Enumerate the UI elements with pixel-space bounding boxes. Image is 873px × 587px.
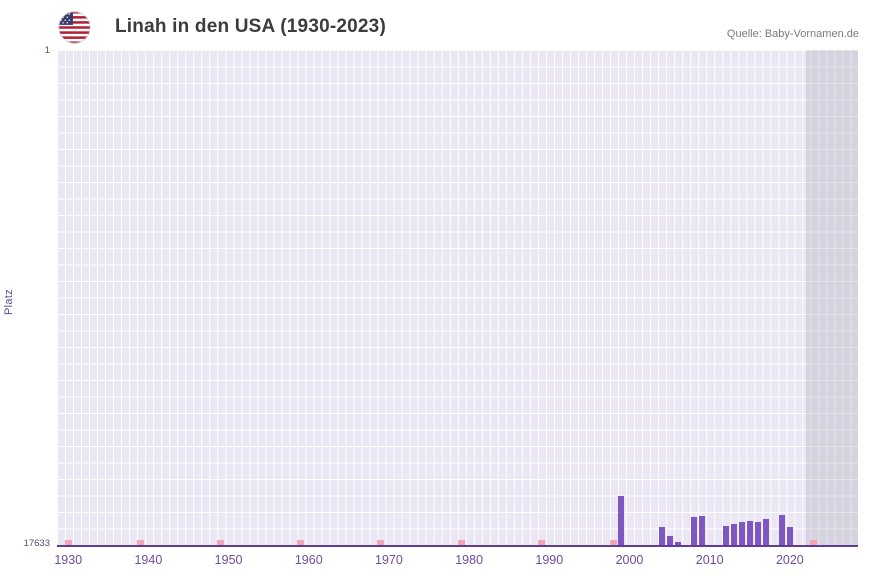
x-tick-label-1940: 1940 [134, 553, 163, 567]
bar-2015 [746, 521, 753, 545]
rare-marker-1979 [457, 540, 465, 545]
y-axis-title: Platz [2, 289, 15, 315]
rare-marker-1939 [136, 540, 144, 545]
bar-2016 [754, 522, 761, 545]
us-flag-icon [58, 11, 91, 44]
bar-2019 [778, 514, 785, 545]
x-tick-label-1970: 1970 [375, 553, 403, 567]
rare-marker-1969 [377, 540, 385, 545]
plot-area [57, 50, 858, 547]
bar-2017 [762, 518, 769, 545]
bar-2004 [658, 527, 665, 545]
x-tick-label-2020: 2020 [775, 553, 804, 567]
y-axis-top-label: 1 [44, 45, 50, 56]
rare-marker-1989 [537, 540, 545, 545]
rare-marker-2023 [810, 540, 818, 545]
rare-marker-1949 [217, 540, 225, 545]
x-tick-label-2010: 2010 [695, 553, 724, 567]
x-tick-label-1950: 1950 [214, 553, 243, 567]
chart-title: Linah in den USA (1930-2023) [115, 16, 386, 37]
chart-header: Linah in den USA (1930-2023) [58, 8, 386, 46]
bar-2009 [698, 516, 705, 545]
rare-marker-1930 [64, 540, 72, 545]
bar-2020 [786, 527, 793, 545]
x-tick-label-1930: 1930 [54, 553, 83, 567]
x-axis-labels: 1930 1940 1950 1960 1970 1980 1990 2000 2010 2020 [54, 553, 858, 573]
bar-2013 [730, 524, 737, 545]
bar-2014 [738, 521, 745, 545]
y-axis-bottom-label: 17633 [23, 538, 50, 549]
bar-2005 [666, 535, 673, 545]
bar-2006 [674, 541, 681, 545]
x-tick-label-1980: 1980 [455, 553, 484, 567]
no-data-band [805, 50, 858, 545]
source-label: Quelle: Baby-Vornamen.de [726, 28, 859, 40]
x-tick-label-2000: 2000 [615, 553, 644, 567]
bar-2008 [690, 517, 697, 545]
bar-1999 [618, 496, 625, 545]
rare-marker-1959 [297, 540, 305, 545]
rare-marker-1998 [609, 540, 617, 545]
bar-2012 [722, 525, 729, 545]
x-tick-label-1990: 1990 [535, 553, 564, 567]
x-tick-label-1960: 1960 [294, 553, 323, 567]
